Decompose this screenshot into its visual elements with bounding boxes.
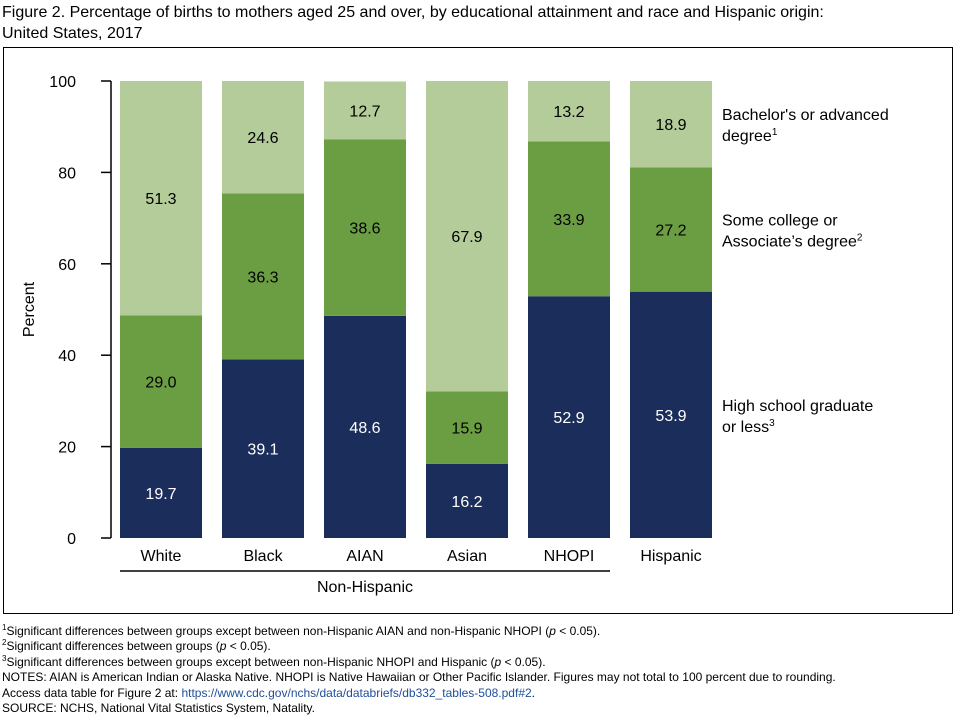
x-tick-label-asian: Asian: [447, 548, 487, 565]
y-axis-title: Percent: [21, 281, 38, 337]
source-line: SOURCE: NCHS, National Vital Statistics …: [2, 701, 315, 716]
bar-label-hispanic-high-school-graduate-or-less: 53.9: [655, 408, 686, 425]
bar-aian-bachelor-s-or-advanced-degree: [324, 81, 406, 140]
footnote-3: 3Significant differences between groups …: [2, 653, 546, 669]
footnote-1: 1Significant differences between groups …: [2, 623, 601, 639]
bar-label-hispanic-some-college-or-associate-s-degree: 27.2: [655, 223, 686, 240]
bar-label-white-high-school-graduate-or-less: 19.7: [145, 486, 176, 503]
y-tick-label-80: 80: [58, 165, 76, 182]
bar-hispanic-bachelor-s-or-advanced-degree: [630, 81, 712, 168]
footnote-2: 2Significant differences between groups …: [2, 638, 271, 654]
bar-black-some-college-or-associate-s-degree: [222, 193, 304, 360]
bar-label-asian-high-school-graduate-or-less: 16.2: [451, 494, 482, 511]
bar-label-aian-some-college-or-associate-s-degree: 38.6: [349, 221, 380, 238]
bar-label-black-high-school-graduate-or-less: 39.1: [247, 442, 278, 459]
bar-label-asian-bachelor-s-or-advanced-degree: 67.9: [451, 229, 482, 246]
bar-nhopi-some-college-or-associate-s-degree: [528, 141, 610, 297]
figure-title: Figure 2. Percentage of births to mother…: [2, 2, 952, 44]
bar-label-black-some-college-or-associate-s-degree: 36.3: [247, 269, 278, 286]
access-line: Access data table for Figure 2 at: https…: [2, 685, 536, 700]
bar-label-white-bachelor-s-or-advanced-degree: 51.3: [145, 191, 176, 208]
legend-high-school-graduate-or-less: High school graduate or less3: [722, 398, 873, 436]
bar-asian-bachelor-s-or-advanced-degree: [426, 81, 508, 392]
x-tick-label-white: White: [141, 548, 182, 565]
group-label-non-hispanic: Non-Hispanic: [317, 579, 413, 596]
bar-white-some-college-or-associate-s-degree: [120, 315, 202, 448]
data-table-link[interactable]: https://www.cdc.gov/nchs/data/databriefs…: [181, 685, 532, 700]
bar-asian-high-school-graduate-or-less: [426, 463, 508, 538]
y-tick-label-20: 20: [58, 440, 76, 457]
figure-title-line2: United States, 2017: [2, 25, 143, 42]
x-tick-label-black: Black: [243, 548, 283, 565]
bar-label-asian-some-college-or-associate-s-degree: 15.9: [451, 421, 482, 438]
bar-label-nhopi-high-school-graduate-or-less: 52.9: [553, 410, 584, 427]
stacked-bar-chart: 0 20 40 60 80 100 Percent 19.7 29.0 51.3 White 39.1…: [21, 74, 889, 596]
bar-hispanic-high-school-graduate-or-less: [630, 291, 712, 538]
bar-label-black-bachelor-s-or-advanced-degree: 24.6: [247, 130, 278, 147]
y-tick-label-40: 40: [58, 348, 76, 365]
bar-asian-some-college-or-associate-s-degree: [426, 391, 508, 464]
bar-nhopi-high-school-graduate-or-less: [528, 296, 610, 538]
y-tick-label-0: 0: [67, 531, 76, 548]
bar-label-aian-high-school-graduate-or-less: 48.6: [349, 420, 380, 437]
bar-white-bachelor-s-or-advanced-degree: [120, 81, 202, 316]
chart-frame: 0 20 40 60 80 100 Percent 19.7 29.0 51.3 White 39.1…: [3, 47, 953, 614]
bar-label-nhopi-bachelor-s-or-advanced-degree: 13.2: [553, 104, 584, 121]
legend-bachelor-s-or-advanced-degree: Bachelor's or advanced degree1: [722, 107, 889, 145]
bar-aian-high-school-graduate-or-less: [324, 315, 406, 538]
x-tick-label-aian: AIAN: [346, 548, 383, 565]
legend-some-college-or-associate-s-degree: Some college or Associate’s degree2: [722, 213, 863, 251]
bar-label-aian-bachelor-s-or-advanced-degree: 12.7: [349, 103, 380, 120]
x-tick-label-hispanic: Hispanic: [640, 548, 701, 565]
bar-label-hispanic-bachelor-s-or-advanced-degree: 18.9: [655, 117, 686, 134]
footnotes: 1Significant differences between groups …: [2, 624, 957, 716]
bar-hispanic-some-college-or-associate-s-degree: [630, 167, 712, 292]
bar-black-high-school-graduate-or-less: [222, 359, 304, 538]
notes-line: NOTES: AIAN is American Indian or Alaska…: [2, 670, 836, 685]
figure-title-line1: Figure 2. Percentage of births to mother…: [2, 4, 824, 21]
bar-white-high-school-graduate-or-less: [120, 447, 202, 538]
x-tick-label-nhopi: NHOPI: [544, 548, 595, 565]
bar-label-white-some-college-or-associate-s-degree: 29.0: [145, 375, 176, 392]
y-tick-label-60: 60: [58, 257, 76, 274]
bar-label-nhopi-some-college-or-associate-s-degree: 33.9: [553, 212, 584, 229]
y-tick-label-100: 100: [49, 74, 76, 91]
bar-black-bachelor-s-or-advanced-degree: [222, 81, 304, 194]
bar-aian-some-college-or-associate-s-degree: [324, 139, 406, 316]
bar-nhopi-bachelor-s-or-advanced-degree: [528, 81, 610, 142]
